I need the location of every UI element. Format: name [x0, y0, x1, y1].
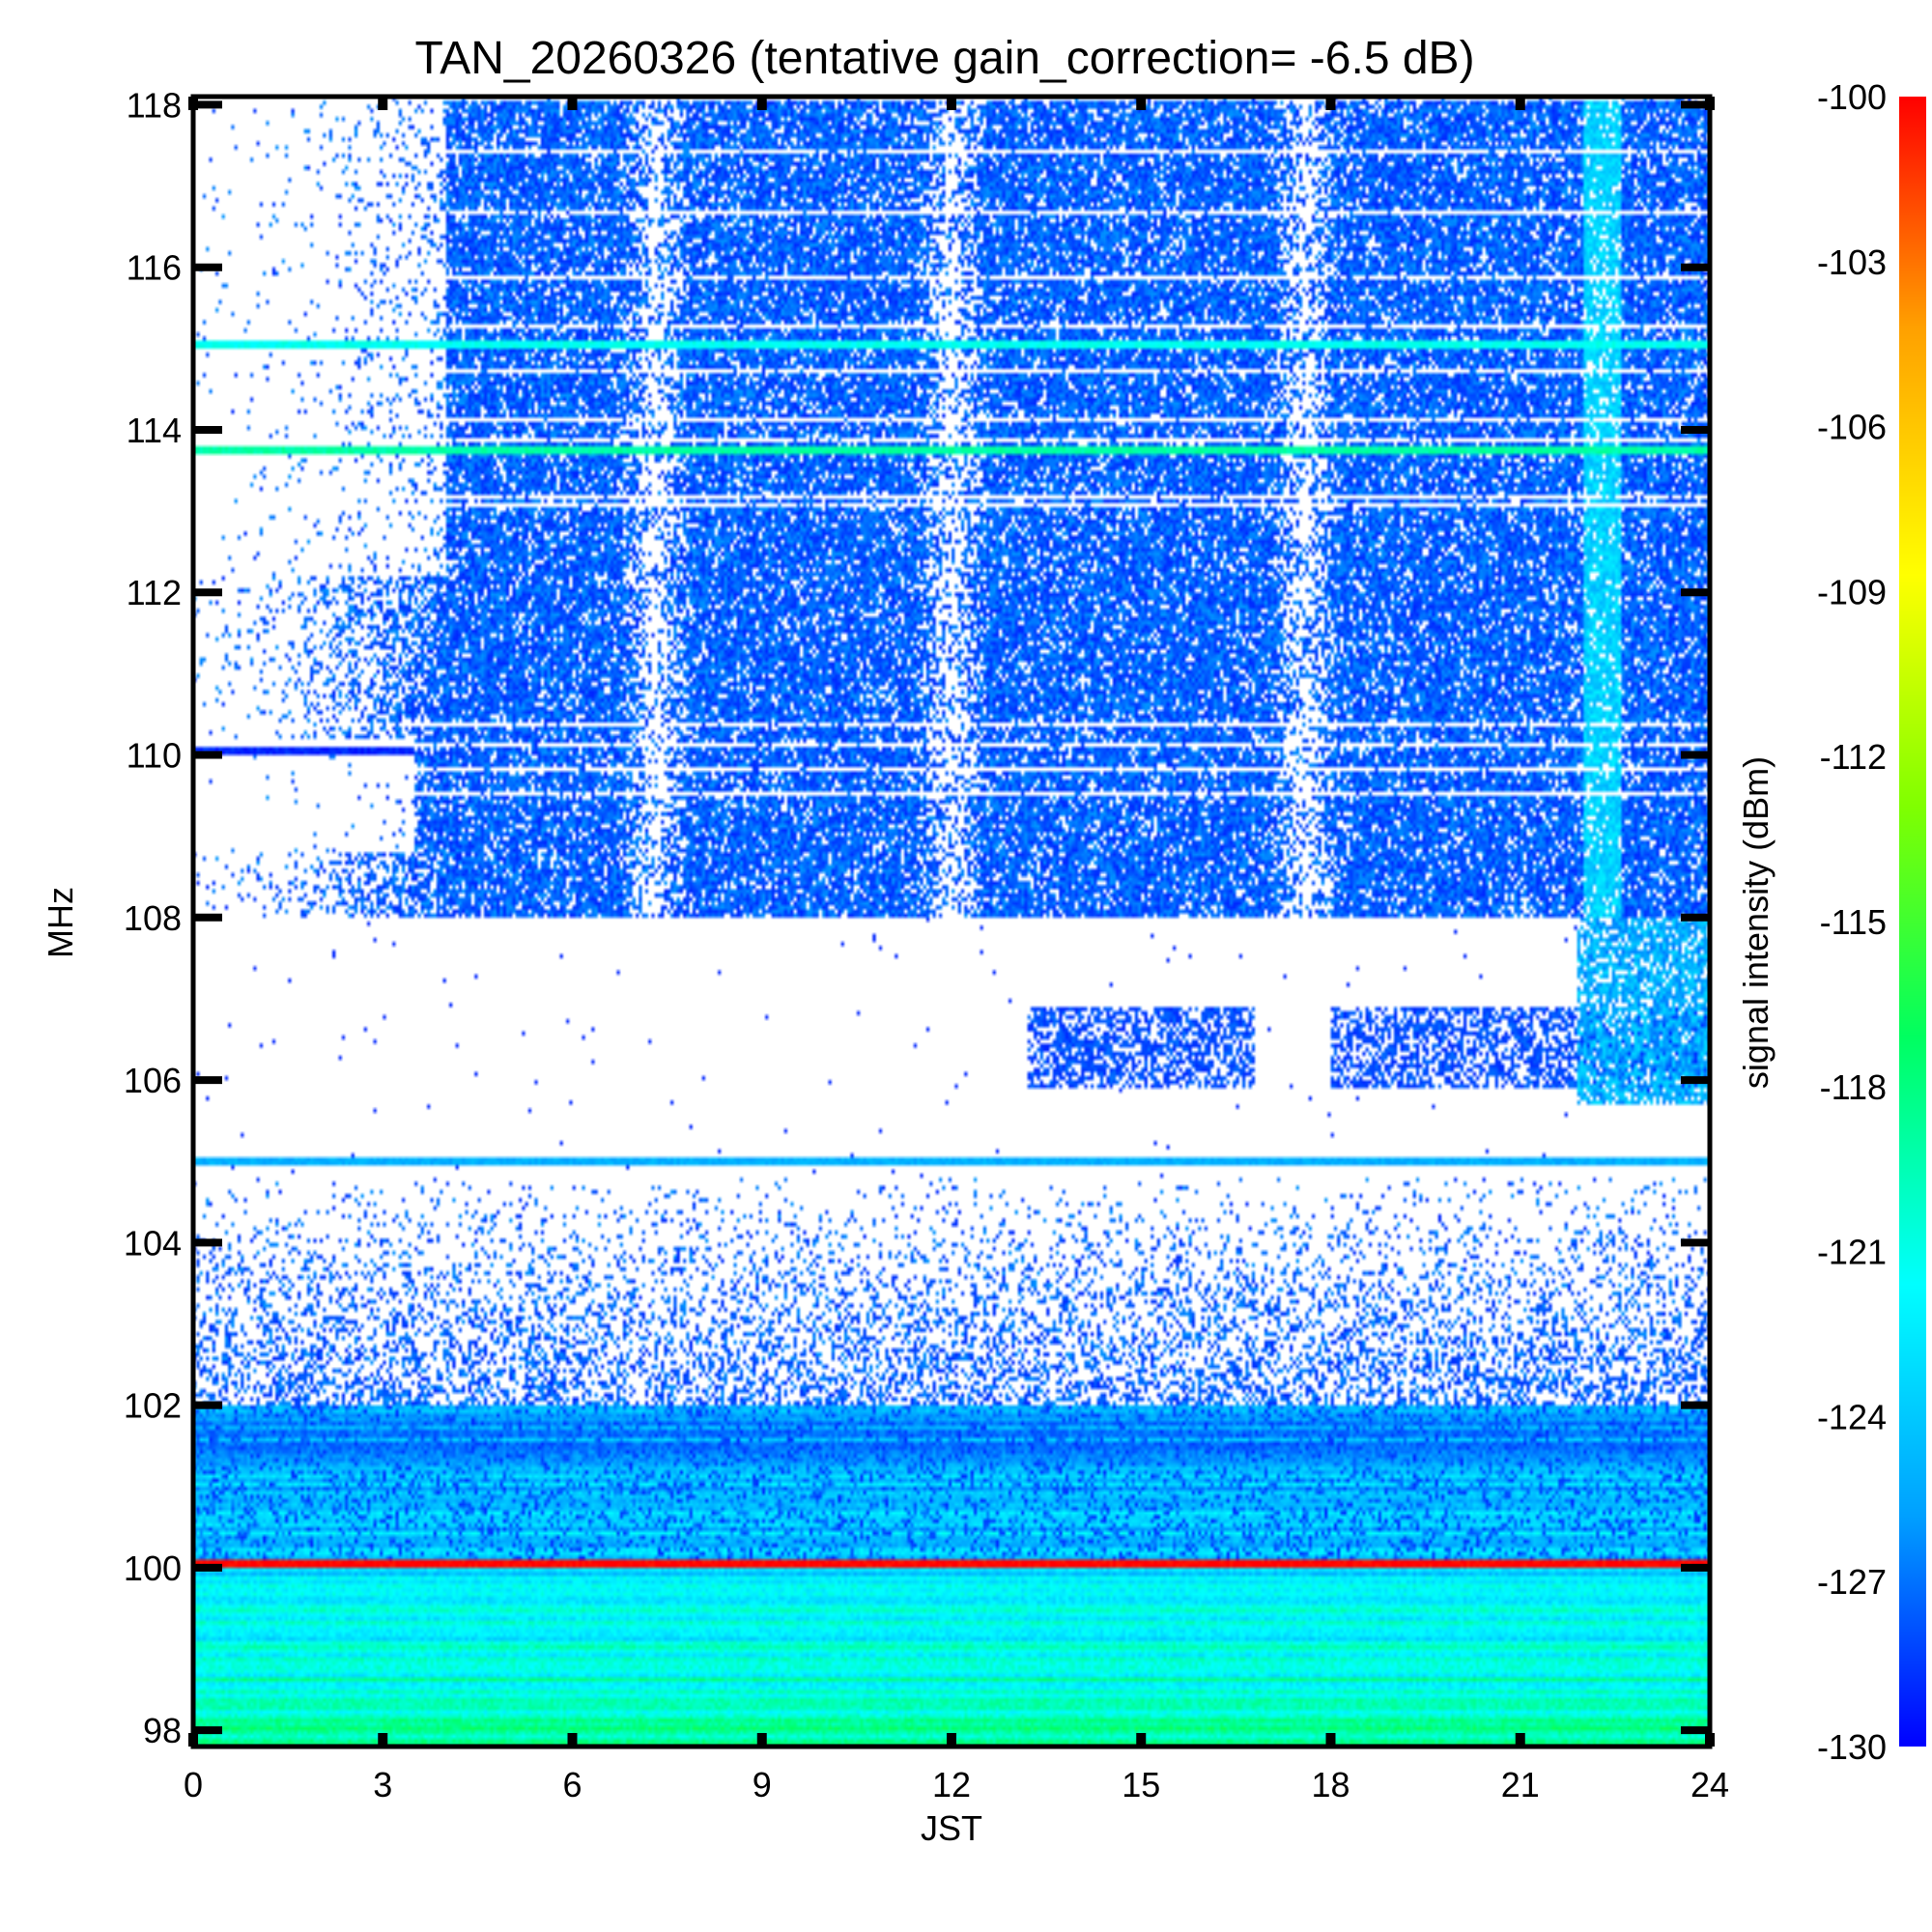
x-tick-label: 0 [184, 1765, 203, 1804]
colorbar-tick-label: -127 [1817, 1562, 1887, 1602]
y-tick-label: 114 [127, 411, 182, 450]
x-axis-label: JST [921, 1808, 982, 1848]
chart-title: TAN_20260326 (tentative gain_correction=… [414, 33, 1474, 84]
colorbar-tick-label: -100 [1817, 77, 1887, 117]
colorbar-tick-label: -118 [1820, 1067, 1887, 1107]
x-tick-label: 21 [1501, 1765, 1540, 1804]
colorbar-tick-label: -130 [1817, 1727, 1887, 1767]
y-tick-label: 100 [124, 1548, 182, 1588]
colorbar-tick-label: -109 [1817, 572, 1887, 611]
x-tick-label: 24 [1690, 1765, 1729, 1804]
y-tick-label: 106 [124, 1061, 182, 1100]
y-axis-label: MHz [41, 887, 80, 958]
colorbar-label: signal intensity (dBm) [1736, 756, 1776, 1089]
spectrogram-heatmap [193, 97, 1710, 1747]
colorbar-tick-label: -121 [1817, 1233, 1887, 1272]
colorbar [1899, 97, 1926, 1747]
x-tick-label: 3 [373, 1765, 392, 1804]
y-tick-label: 102 [124, 1386, 182, 1426]
colorbar-axis: -100 -103 -106 -109 -112 -115 -118 -121 -124 -127… [1817, 77, 1887, 1767]
colorbar-tick-label: -103 [1817, 242, 1887, 282]
y-tick-label: 110 [127, 736, 182, 776]
y-tick-label: 112 [127, 573, 182, 612]
x-tick-label: 15 [1122, 1765, 1160, 1804]
x-tick-label: 6 [562, 1765, 582, 1804]
colorbar-tick-label: -106 [1817, 408, 1887, 447]
y-tick-label: 98 [143, 1711, 182, 1750]
x-tick-label: 9 [753, 1765, 772, 1804]
colorbar-tick-label: -112 [1820, 737, 1887, 777]
colorbar-tick-label: -124 [1817, 1397, 1887, 1436]
y-tick-label: 116 [127, 248, 182, 288]
x-tick-label: 18 [1311, 1765, 1350, 1804]
y-tick-label: 108 [124, 898, 182, 938]
colorbar-tick-label: -115 [1820, 902, 1887, 942]
y-tick-label: 104 [124, 1223, 182, 1263]
y-axis: 98 100 102 104 106 108 110 112 114 116 118 [124, 85, 1710, 1750]
x-tick-label: 12 [932, 1765, 971, 1804]
y-tick-label: 118 [127, 85, 182, 125]
